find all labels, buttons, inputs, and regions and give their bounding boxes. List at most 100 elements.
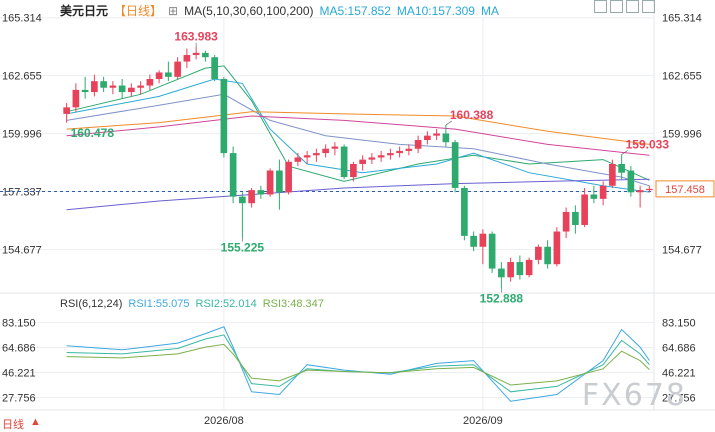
candle-body xyxy=(146,79,154,86)
candle-body xyxy=(118,85,126,93)
annotation-pointer xyxy=(445,120,453,126)
y-tick-label-left: 165.314 xyxy=(2,13,42,25)
candle-body xyxy=(229,153,237,197)
y-tick-label-right: 159.996 xyxy=(662,129,702,141)
candle-body xyxy=(535,246,542,260)
candle-body xyxy=(507,262,514,278)
rsi1-value: RSI1:55.075 xyxy=(128,298,190,310)
y-tick-label-left: 157.337 xyxy=(2,187,42,199)
candle-body xyxy=(544,246,551,265)
rsi-tick-label-right: 27.756 xyxy=(662,393,696,405)
ma-line-ma100 xyxy=(66,111,650,145)
toolbar-button-4[interactable] xyxy=(642,0,655,13)
candle-body xyxy=(488,233,496,269)
x-tick-label: 2026/08 xyxy=(204,415,244,427)
rsi-tick-label-right: 46.221 xyxy=(662,368,696,380)
candle-body xyxy=(636,190,644,193)
y-tick-label-left: 162.655 xyxy=(2,71,42,83)
candle-body xyxy=(313,153,320,156)
candle-body xyxy=(414,140,422,149)
candle-body xyxy=(63,107,70,114)
candle-body xyxy=(646,188,653,191)
candle-body xyxy=(276,170,283,193)
chart-toolbar xyxy=(594,0,655,13)
y-tick-label-left: 159.996 xyxy=(2,129,42,141)
rsi-tick-label-left: 64.686 xyxy=(2,343,36,355)
candle-body xyxy=(211,57,218,80)
candle-body xyxy=(137,85,144,88)
candle-body xyxy=(387,153,394,156)
candle-body xyxy=(165,72,172,77)
candle-body xyxy=(553,231,561,265)
footer-period-label[interactable]: 日线 xyxy=(2,419,24,431)
candle-body xyxy=(590,194,598,199)
watermark: FX678 xyxy=(581,378,687,413)
candle-body xyxy=(572,211,579,225)
candle-body xyxy=(294,157,302,162)
candle-body xyxy=(257,190,265,195)
y-tick-label-right: 162.655 xyxy=(662,71,702,83)
last-price-label: 157.458 xyxy=(665,184,705,196)
candle-body xyxy=(340,146,348,178)
rsi-tick-label-right: 64.686 xyxy=(662,343,696,355)
candle-body xyxy=(618,163,625,173)
candle-body xyxy=(109,85,117,88)
ma-line-ma30 xyxy=(66,93,650,187)
ma10-value: MA10:157.309 xyxy=(396,3,475,18)
candle-body xyxy=(303,155,311,158)
candle-body xyxy=(81,89,89,93)
candle-body xyxy=(192,52,200,56)
candle-body xyxy=(525,259,533,276)
candle-body xyxy=(424,135,431,141)
rsi-tick-label-left: 83.150 xyxy=(2,318,36,330)
indicator-icon[interactable]: ⊞ xyxy=(168,3,179,18)
toolbar-button-1[interactable] xyxy=(594,0,607,13)
ma-settings-label[interactable]: MA(5,10,30,60,100,200) xyxy=(184,3,314,18)
rsi-settings-label[interactable]: RSI(6,12,24) xyxy=(60,298,123,310)
ma-line-ma10 xyxy=(66,78,650,193)
candle-body xyxy=(285,161,292,193)
candle-body xyxy=(202,52,209,58)
rsi-header: RSI(6,12,24) RSI1:55.075 RSI2:52.014 RSI… xyxy=(60,298,324,310)
candle-body xyxy=(377,155,385,158)
candle-body xyxy=(405,148,413,151)
annotation-pointer xyxy=(621,150,628,155)
candle-body xyxy=(562,211,570,232)
candle-body xyxy=(331,146,339,149)
candle-body xyxy=(350,163,357,178)
period-footer: 日线 ▲ xyxy=(2,416,41,432)
last-price-tag xyxy=(655,180,715,198)
candle-body xyxy=(220,79,228,154)
ma-more-label: MA xyxy=(480,3,499,18)
candle-body xyxy=(516,262,524,276)
price-annotation: 160.388 xyxy=(450,108,494,122)
y-tick-label-right: 165.314 xyxy=(662,13,702,25)
candle-body xyxy=(368,157,376,160)
rsi-tick-label-right: 83.150 xyxy=(662,318,696,330)
period-label[interactable]: 【日线】 xyxy=(114,4,163,18)
candle-body xyxy=(174,61,181,77)
candle-body xyxy=(100,81,107,88)
rsi-tick-label-left: 27.756 xyxy=(2,393,36,405)
footer-dropdown-icon[interactable]: ▲ xyxy=(30,416,41,428)
ma-line-ma5 xyxy=(66,65,650,182)
rsi-line-rsi3 xyxy=(66,343,650,386)
ma5-value: MA5:157.852 xyxy=(319,3,391,18)
candle-body xyxy=(451,142,459,188)
rsi-tick-label-left: 46.221 xyxy=(2,368,36,380)
candle-body xyxy=(470,235,477,247)
candle-body xyxy=(609,163,616,186)
price-annotation: 155.225 xyxy=(221,241,265,255)
candle-body xyxy=(442,133,450,143)
toolbar-button-3[interactable] xyxy=(626,0,639,13)
ma-line-ma60 xyxy=(66,115,650,156)
candle-body xyxy=(359,159,366,164)
candle-body xyxy=(433,133,440,136)
rsi-line-rsi2 xyxy=(66,334,650,393)
price-annotation: 152.888 xyxy=(480,291,524,305)
candle-body xyxy=(128,87,135,93)
symbol-label: 美元日元 xyxy=(60,4,109,18)
y-tick-label-left: 154.677 xyxy=(2,244,42,256)
toolbar-button-2[interactable] xyxy=(610,0,623,13)
